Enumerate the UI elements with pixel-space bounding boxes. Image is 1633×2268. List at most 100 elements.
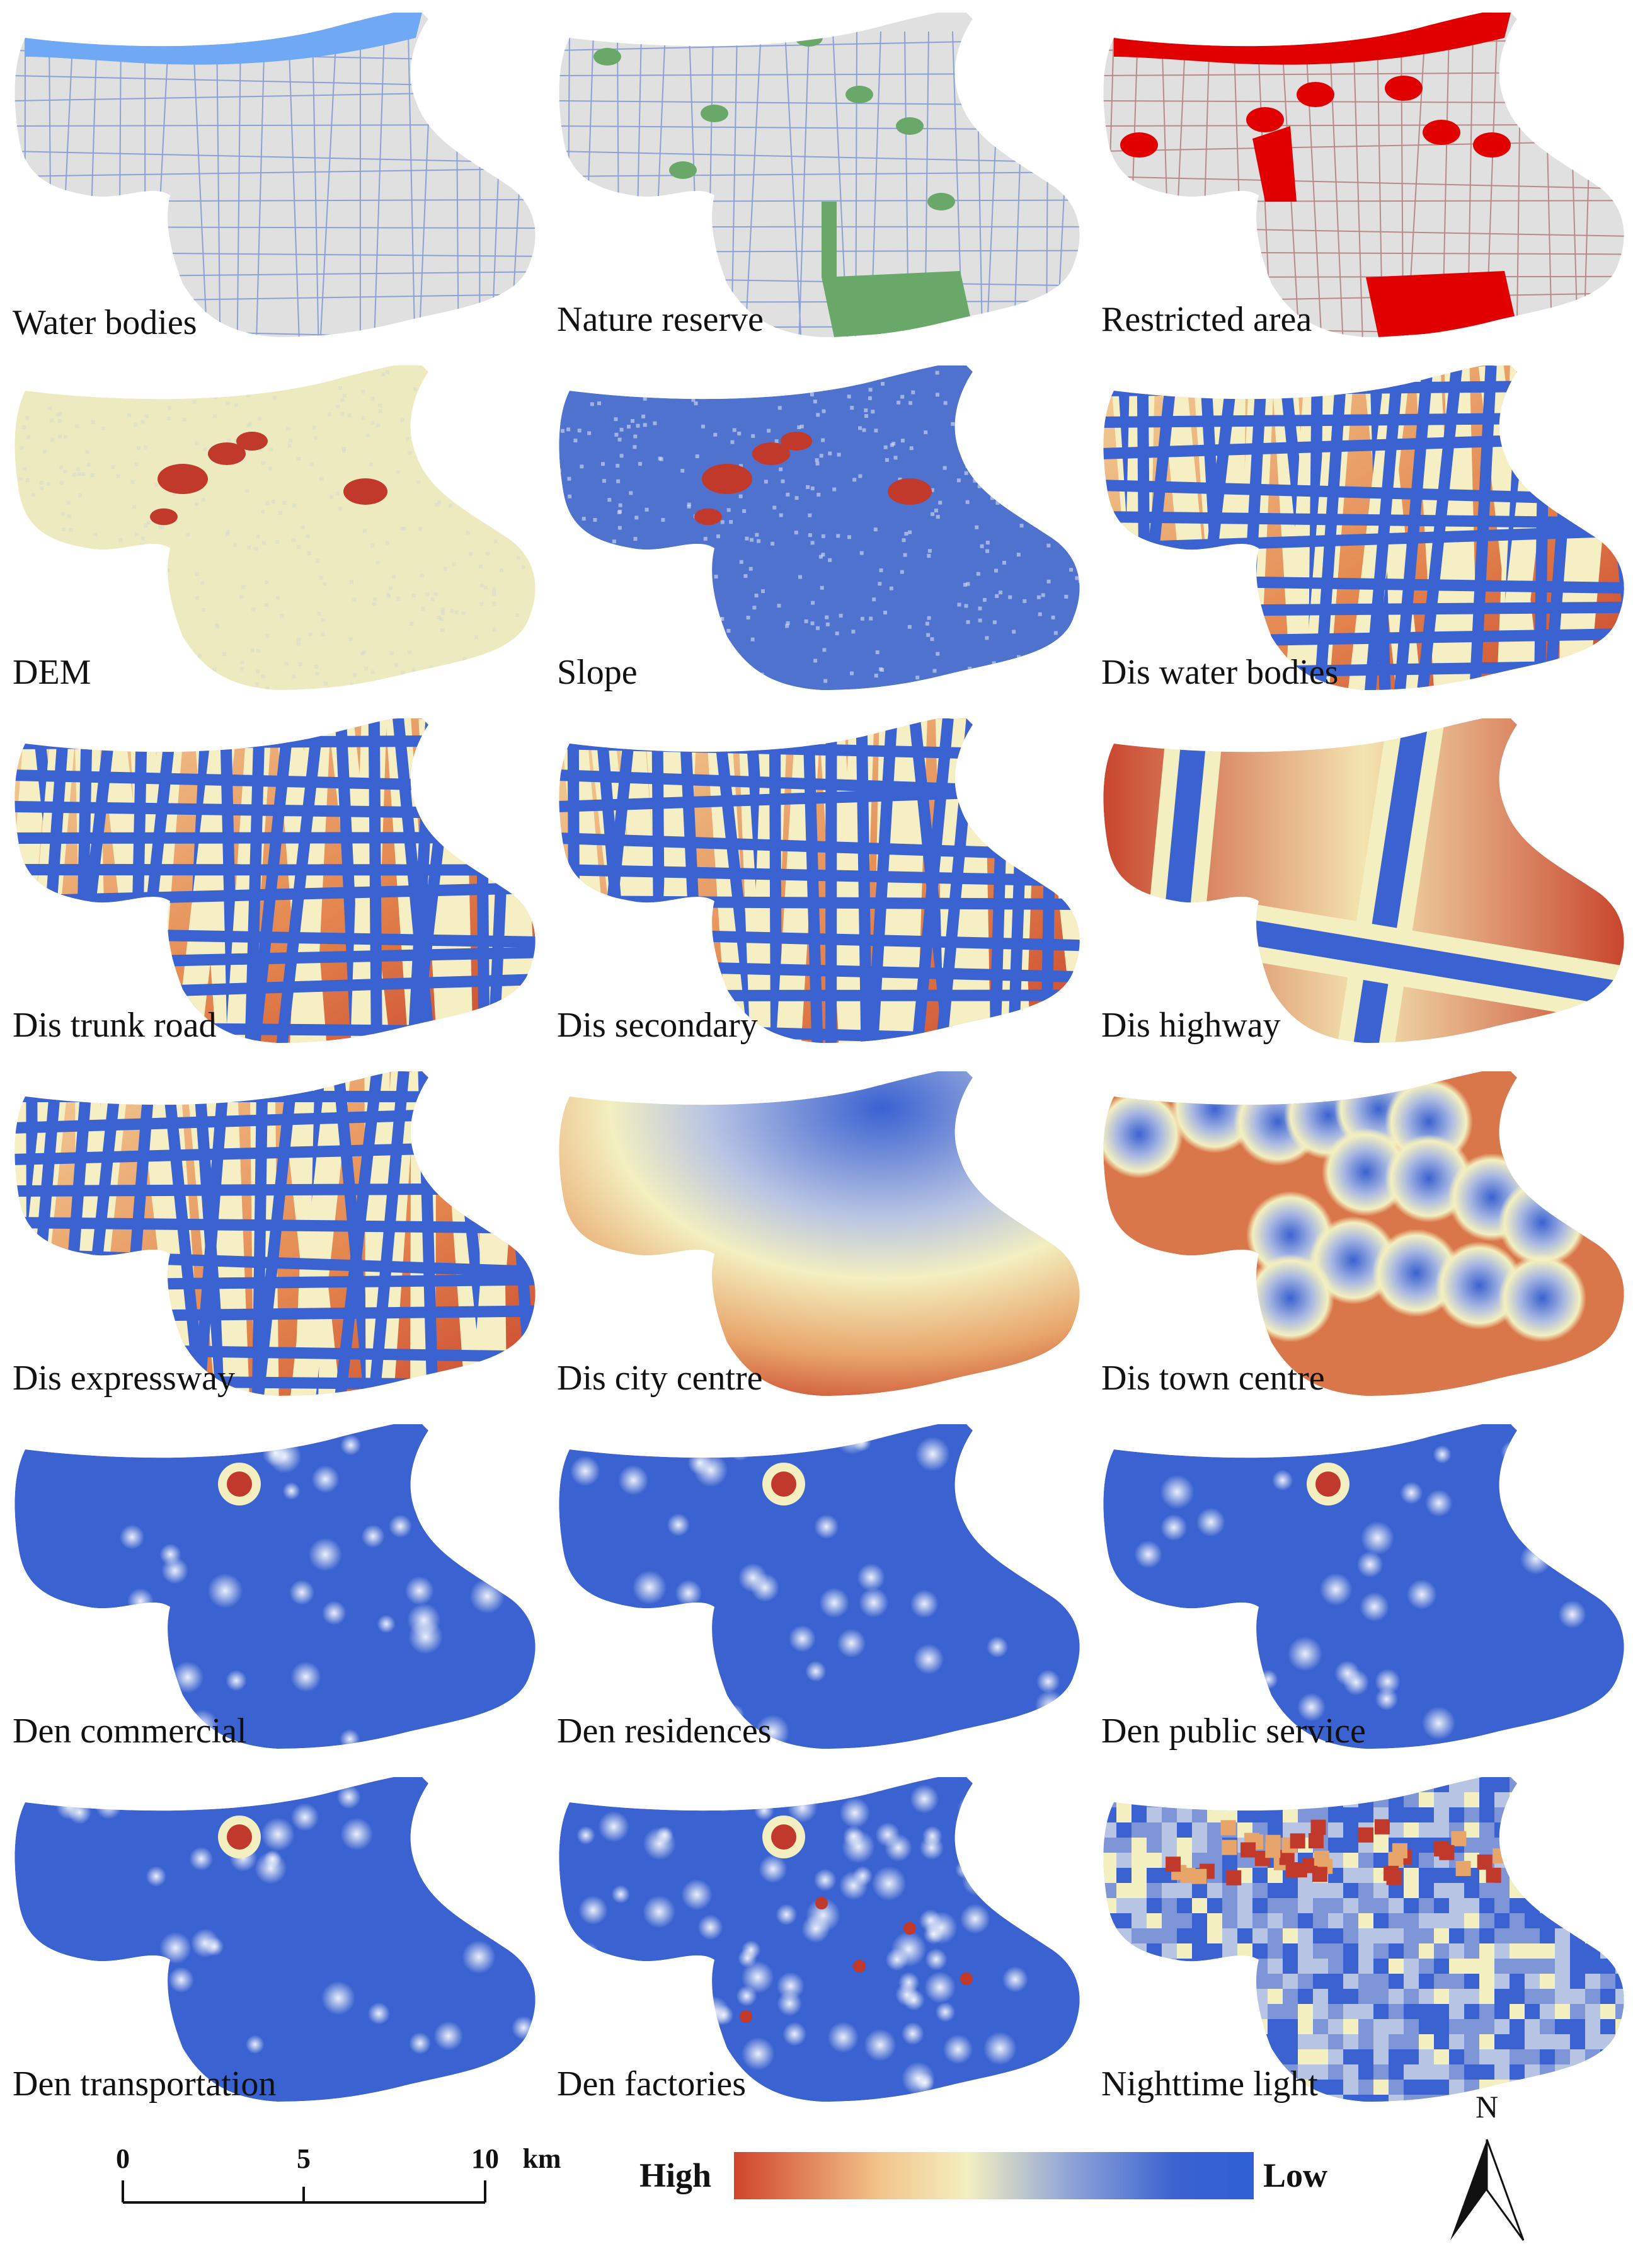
map-panel-label: Den factories — [557, 2064, 747, 2104]
terrain-speck — [195, 572, 199, 576]
light-cell — [1600, 2080, 1615, 2095]
light-cell — [1464, 1807, 1479, 1822]
terrain-speck — [457, 396, 462, 400]
light-cell — [1555, 1853, 1570, 1868]
terrain-speck — [177, 667, 181, 672]
terrain-speck — [435, 409, 440, 413]
density-spot — [1558, 1600, 1586, 1629]
light-cell — [1192, 1807, 1207, 1822]
light-cell — [1449, 1898, 1464, 1913]
terrain-speck — [968, 667, 972, 671]
light-cell — [1237, 1913, 1252, 1928]
terrain-speck — [1051, 615, 1055, 619]
terrain-speck — [101, 366, 105, 371]
terrain-speck — [158, 525, 163, 529]
density-spot — [1174, 1635, 1200, 1662]
light-cell — [1207, 1989, 1222, 2004]
light-cell — [1226, 1870, 1242, 1885]
light-cell — [1132, 1974, 1147, 1989]
terrain-speck — [462, 375, 467, 379]
light-cell — [1343, 2095, 1358, 2102]
terrain-speck — [110, 580, 114, 585]
density-spot — [837, 1628, 866, 1658]
light-cell — [1419, 2019, 1434, 2034]
density-spot — [857, 1563, 885, 1592]
light-cell — [1177, 1974, 1192, 1989]
terrain-speck — [612, 539, 616, 544]
light-cell — [1132, 2034, 1147, 2049]
light-cell — [1510, 1959, 1525, 1974]
light-cell — [1373, 1853, 1389, 1868]
light-cell — [1103, 1928, 1116, 1943]
terrain-speck — [81, 472, 86, 476]
light-cell — [1237, 1989, 1252, 2004]
light-cell — [1343, 2019, 1358, 2034]
light-cell — [1162, 1898, 1177, 1913]
terrain-hotspot — [702, 464, 752, 494]
light-cell — [1207, 1943, 1222, 1959]
density-spot — [290, 1803, 319, 1831]
network-line — [1103, 525, 1624, 554]
light-cell — [1147, 1807, 1162, 1822]
light-cell — [1192, 1822, 1207, 1838]
terrain-speck — [902, 538, 906, 543]
map-panel-label: Den public service — [1101, 1712, 1366, 1751]
density-spot — [819, 1587, 850, 1618]
terrain-speck — [306, 534, 310, 539]
terrain-speck — [823, 679, 828, 683]
terrain-speck — [376, 423, 381, 427]
terrain-speck — [457, 461, 461, 465]
terrain-speck — [1051, 366, 1055, 371]
light-cell — [1373, 1838, 1389, 1853]
light-cell — [1570, 1838, 1585, 1853]
light-cell — [1207, 2004, 1222, 2019]
light-cell — [1358, 1827, 1373, 1843]
light-cell — [1373, 1989, 1389, 2004]
terrain-speck — [810, 621, 815, 626]
terrain-speck — [643, 396, 647, 401]
light-cell — [1313, 1989, 1328, 2004]
network-line — [1103, 511, 1624, 529]
light-cell — [1328, 2034, 1343, 2049]
terrain-hotspot — [752, 442, 790, 465]
terrain-speck — [576, 575, 580, 579]
light-cell — [1207, 1974, 1222, 1989]
terrain-speck — [524, 627, 528, 631]
light-cell — [1298, 2034, 1313, 2049]
light-cell — [1298, 1898, 1313, 1913]
terrain-speck — [561, 429, 565, 433]
light-cell — [1343, 2049, 1358, 2064]
terrain-speck — [653, 383, 658, 387]
terrain-speck — [687, 504, 691, 509]
density-spot — [85, 1991, 106, 2013]
terrain-speck — [276, 596, 280, 600]
terrain-speck — [868, 388, 873, 392]
density-spot — [1520, 1543, 1552, 1575]
light-cell — [1132, 2004, 1147, 2019]
terrain-speck — [847, 535, 851, 539]
light-cell — [1434, 1792, 1449, 1807]
terrain-speck — [764, 480, 768, 484]
terrain-speck — [907, 625, 912, 629]
terrain-speck — [86, 463, 91, 467]
terrain-speck — [567, 476, 571, 481]
light-cell — [1343, 1883, 1358, 1898]
terrain-speck — [483, 517, 488, 522]
terrain-hotspot — [343, 478, 387, 505]
density-spot — [843, 1826, 864, 1847]
terrain-speck — [350, 580, 354, 584]
light-cell — [1555, 2064, 1570, 2080]
density-spot — [935, 2002, 956, 2022]
terrain-speck — [1017, 488, 1021, 492]
light-cell — [1207, 1959, 1222, 1974]
light-cell — [1540, 1974, 1555, 1989]
restricted-patch — [1385, 76, 1423, 101]
terrain-speck — [265, 580, 269, 585]
light-cell — [1510, 1792, 1525, 1807]
light-cell — [1252, 1898, 1268, 1913]
density-spot — [1319, 1573, 1353, 1606]
light-cell — [1358, 1974, 1373, 1989]
terrain-speck — [524, 368, 528, 372]
terrain-speck — [20, 373, 24, 377]
light-cell — [1162, 1974, 1177, 1989]
